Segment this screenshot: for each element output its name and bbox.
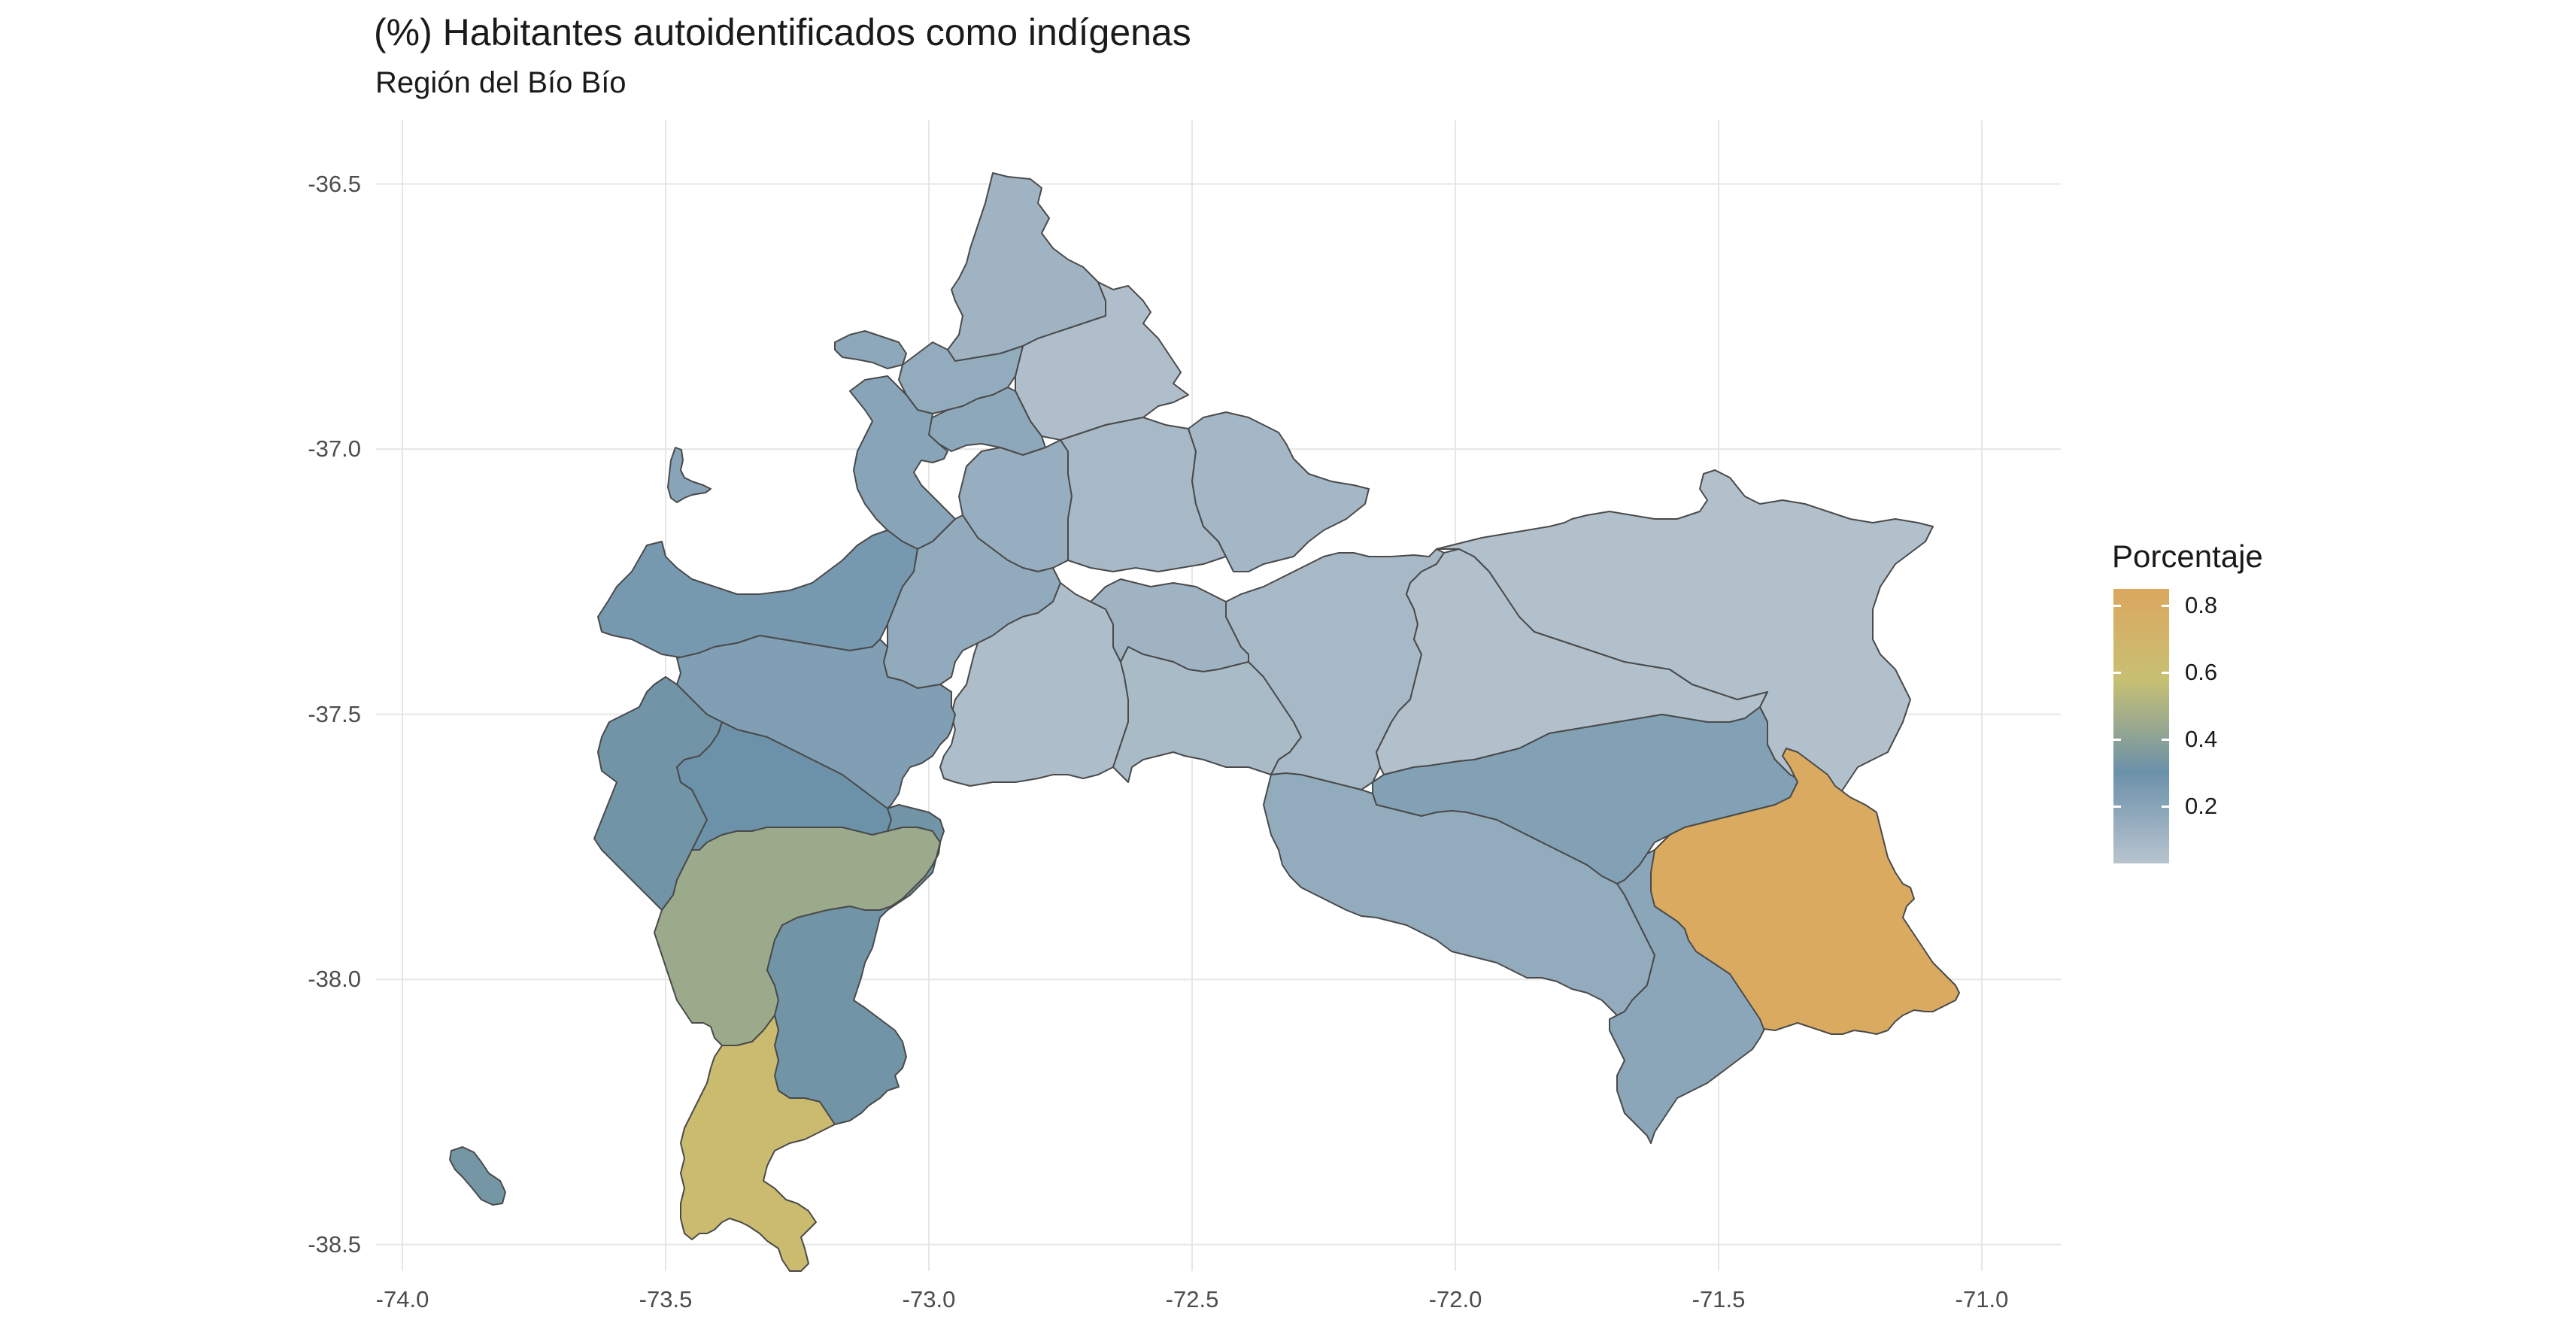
x-tick-label: -73.5 <box>639 1286 693 1312</box>
x-tick-label: -74.0 <box>375 1286 429 1312</box>
region-coast-north-small[interactable] <box>834 330 907 369</box>
legend-tick-label: 0.2 <box>2185 793 2218 820</box>
legend-tick-label: 0.8 <box>2185 592 2218 619</box>
legend-tick-mark <box>2113 739 2121 742</box>
legend-title: Porcentaje <box>2112 539 2263 574</box>
region-south-tip[interactable] <box>680 1015 836 1272</box>
region-island-north[interactable] <box>667 447 712 503</box>
regions-layer <box>449 172 1960 1272</box>
y-tick-label: -38.5 <box>308 1230 361 1258</box>
x-tick-label: -71.5 <box>1692 1286 1746 1312</box>
grid-lines <box>376 120 2061 1271</box>
region-center-east-north[interactable] <box>1188 411 1370 572</box>
x-tick-label: -72.0 <box>1428 1286 1482 1312</box>
x-tick-label: -72.5 <box>1165 1286 1219 1312</box>
y-tick-label: -38.0 <box>308 966 361 993</box>
legend-tick-mark <box>2162 672 2169 675</box>
map-subtitle: Región del Bío Bío <box>375 66 627 99</box>
region-east-highlight[interactable] <box>1650 748 1960 1035</box>
x-tick-label: -71.0 <box>1955 1286 2009 1312</box>
x-tick-label: -73.0 <box>902 1286 956 1312</box>
region-center-1[interactable] <box>939 582 1129 787</box>
legend-tick-mark <box>2162 605 2169 608</box>
legend-tick-label: 0.6 <box>2185 659 2218 686</box>
region-coast-north-2[interactable] <box>924 387 1046 456</box>
y-tick-label: -37.0 <box>308 435 361 463</box>
map-title: (%) Habitantes autoidentificados como in… <box>374 11 1191 53</box>
legend-tick-mark <box>2113 605 2121 608</box>
y-tick-label: -36.5 <box>308 170 361 197</box>
region-island-south[interactable] <box>449 1146 506 1206</box>
legend-tick-mark <box>2162 739 2169 742</box>
legend-tick-mark <box>2113 806 2121 809</box>
legend-tick-mark <box>2162 806 2169 809</box>
legend-tick-label: 0.4 <box>2185 726 2218 753</box>
legend-tick-mark <box>2113 672 2121 675</box>
y-tick-label: -37.5 <box>308 700 361 727</box>
region-coast-mid[interactable] <box>849 375 956 550</box>
legend-colorbar <box>2113 589 2169 863</box>
region-east-top[interactable] <box>1436 469 1934 798</box>
region-center-north-2[interactable] <box>1060 417 1227 572</box>
